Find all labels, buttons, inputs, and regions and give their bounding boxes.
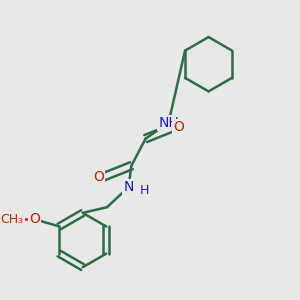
Text: CH₃: CH₃	[1, 213, 24, 226]
Text: O: O	[29, 212, 40, 226]
Text: O: O	[173, 120, 184, 134]
Text: H: H	[140, 184, 149, 196]
Text: O: O	[93, 170, 104, 184]
Text: NH: NH	[158, 116, 179, 130]
Text: N: N	[123, 180, 134, 194]
